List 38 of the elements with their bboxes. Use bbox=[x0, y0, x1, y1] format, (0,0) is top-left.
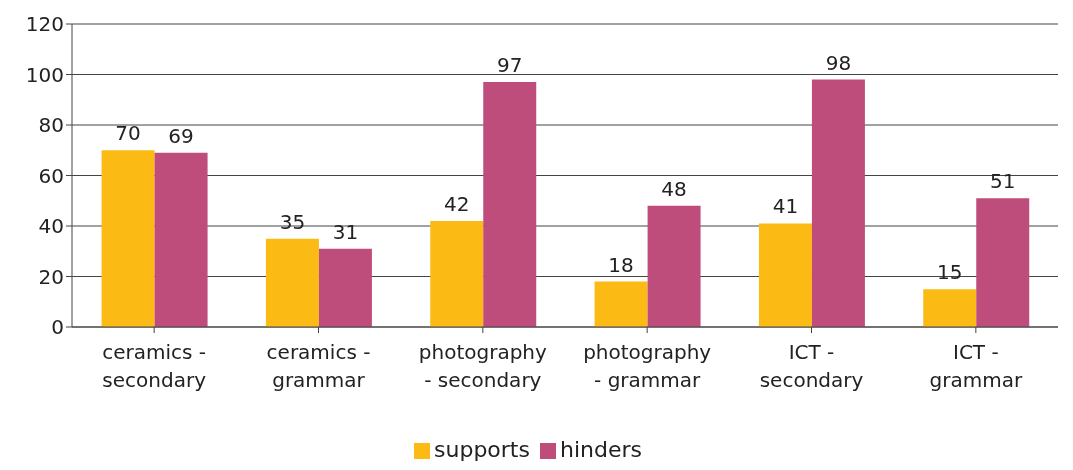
data-label: 35 bbox=[279, 209, 306, 234]
y-tick-label: 120 bbox=[25, 12, 64, 37]
bar bbox=[265, 238, 319, 327]
data-label: 97 bbox=[497, 53, 523, 78]
y-tick-label: 100 bbox=[25, 62, 64, 87]
bar bbox=[101, 150, 155, 327]
bar bbox=[594, 281, 648, 327]
data-label: 31 bbox=[332, 219, 359, 244]
x-tick-label: ceramics - secondary bbox=[102, 340, 207, 392]
legend-label: supports bbox=[434, 437, 530, 462]
x-tick-label: ICT - secondary bbox=[759, 340, 864, 392]
data-label: 98 bbox=[825, 50, 852, 75]
bar bbox=[318, 248, 372, 327]
data-label: 18 bbox=[608, 252, 634, 277]
bar bbox=[811, 79, 865, 327]
bar bbox=[923, 289, 977, 327]
data-label: 42 bbox=[444, 191, 470, 216]
bar bbox=[154, 152, 208, 327]
data-label: 48 bbox=[661, 176, 687, 201]
bar bbox=[758, 223, 812, 327]
bar bbox=[430, 220, 484, 327]
legend-label: hinders bbox=[559, 437, 642, 462]
y-tick-label: 40 bbox=[38, 214, 64, 239]
bar bbox=[647, 205, 701, 327]
x-tick-label: photography - grammar bbox=[583, 340, 712, 392]
data-label: 70 bbox=[115, 121, 141, 146]
y-tick-label: 80 bbox=[38, 113, 64, 138]
data-label: 51 bbox=[990, 169, 1016, 194]
x-tick-label: ceramics - grammar bbox=[266, 340, 371, 392]
x-tick-label: ICT - grammar bbox=[929, 340, 1023, 392]
x-tick-label: photography - secondary bbox=[418, 340, 548, 392]
data-label: 69 bbox=[168, 123, 194, 148]
y-tick-label: 60 bbox=[38, 163, 64, 188]
bar bbox=[483, 82, 537, 327]
y-tick-label: 20 bbox=[38, 264, 64, 289]
y-tick-label: 0 bbox=[51, 315, 64, 340]
data-label: 41 bbox=[772, 194, 799, 219]
bar bbox=[976, 198, 1030, 327]
